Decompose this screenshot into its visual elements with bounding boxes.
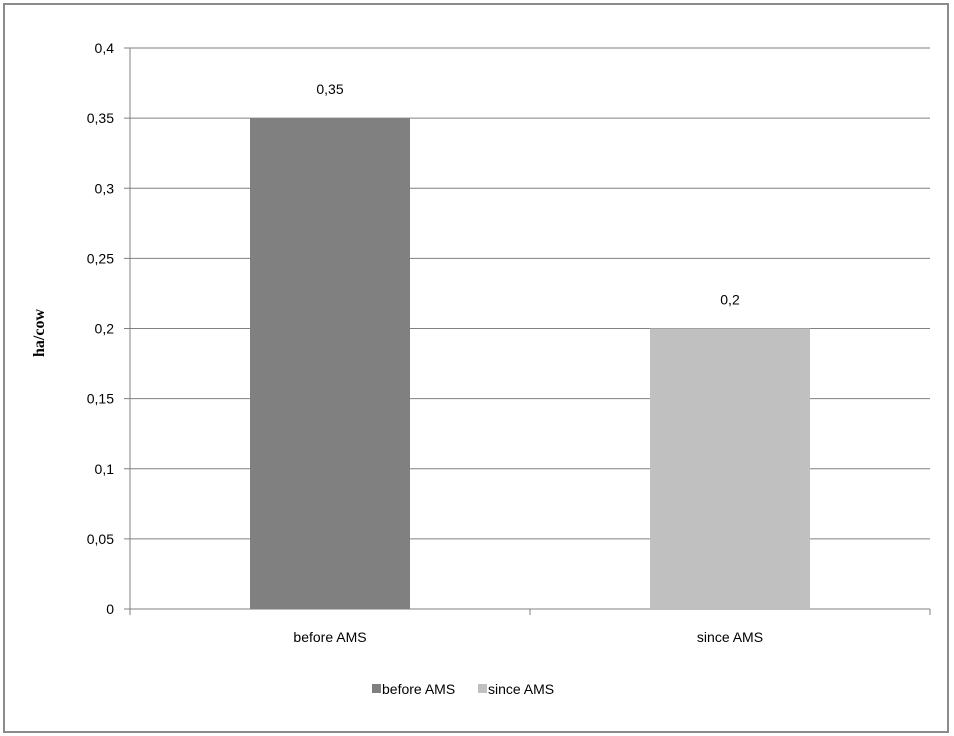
legend-label: since AMS — [488, 681, 554, 697]
y-tick-label: 0,35 — [87, 110, 114, 126]
x-tick-label: before AMS — [293, 629, 366, 645]
x-tick-label: since AMS — [697, 629, 763, 645]
legend-swatch — [478, 684, 487, 693]
legend-swatch — [372, 684, 381, 693]
y-tick-label: 0,25 — [87, 250, 114, 266]
y-tick-label: 0,1 — [95, 461, 115, 477]
bars — [250, 118, 810, 609]
y-tick-labels: 0 0,05 0,1 0,15 0,2 0,25 0,3 0,35 0,4 — [87, 40, 114, 617]
legend: before AMS since AMS — [372, 681, 554, 697]
x-tick-labels: before AMS since AMS — [293, 629, 763, 645]
y-tick-label: 0,05 — [87, 531, 114, 547]
y-tick-label: 0,3 — [95, 180, 115, 196]
y-tick-label: 0 — [106, 601, 114, 617]
value-labels: 0,35 0,2 — [316, 81, 740, 307]
y-tick-label: 0,4 — [95, 40, 115, 56]
bar — [650, 328, 810, 609]
bar — [250, 118, 410, 609]
y-tick-label: 0,2 — [95, 321, 115, 337]
data-label: 0,35 — [316, 81, 343, 97]
y-tick-label: 0,15 — [87, 391, 114, 407]
data-label: 0,2 — [720, 292, 740, 308]
legend-label: before AMS — [382, 681, 455, 697]
y-axis-label: ha/cow — [31, 309, 48, 357]
